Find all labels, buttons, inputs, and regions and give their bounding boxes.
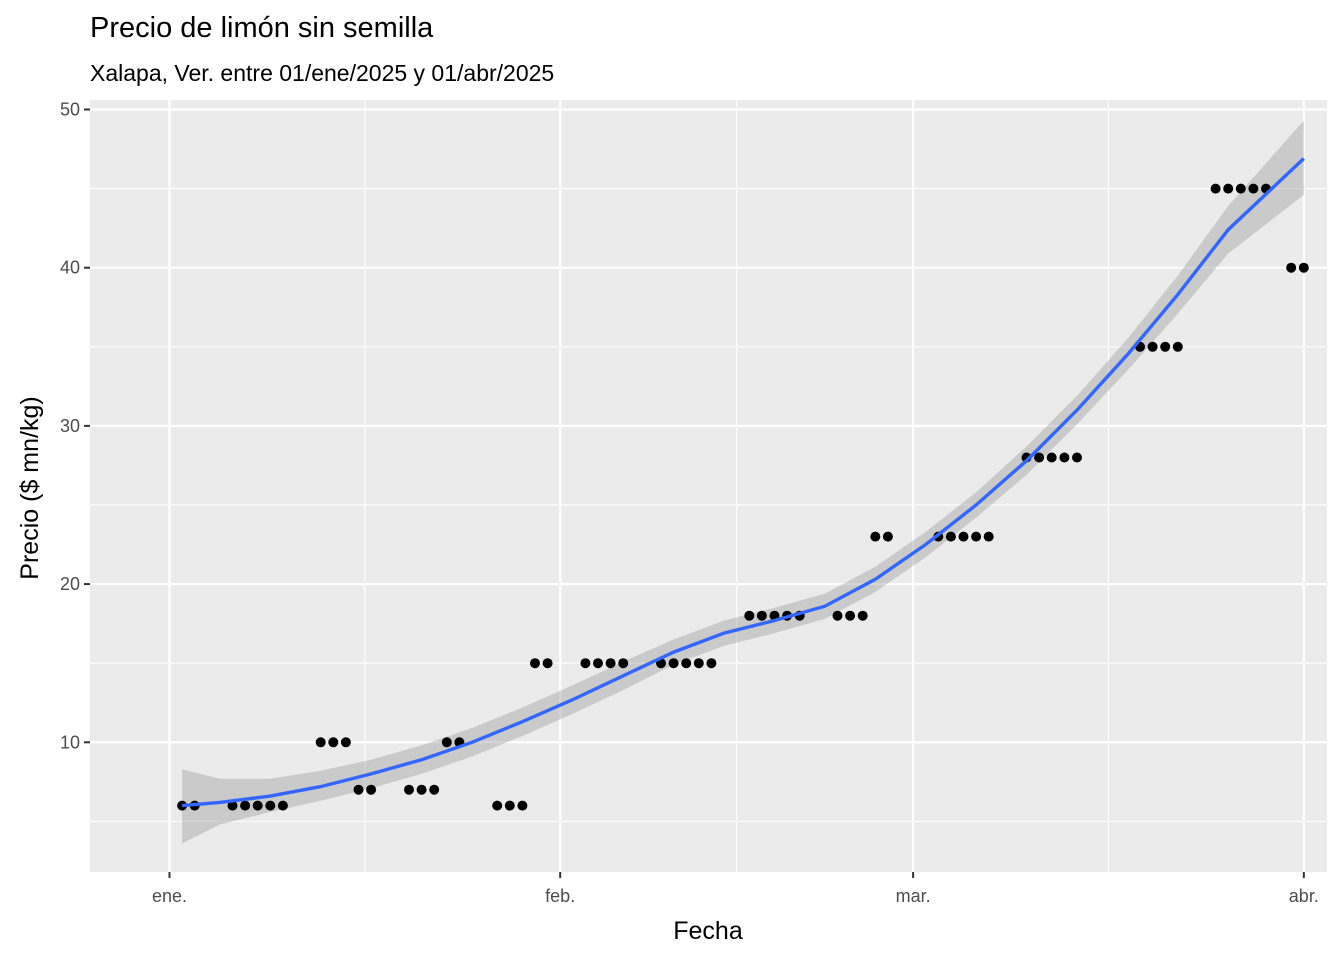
data-point <box>340 737 351 748</box>
data-point <box>429 784 440 795</box>
data-point <box>315 737 326 748</box>
data-point <box>1210 183 1221 194</box>
data-point <box>1059 452 1070 463</box>
data-point <box>416 784 427 795</box>
y-tick-label: 20 <box>60 574 80 594</box>
data-point <box>693 658 704 669</box>
data-point <box>668 658 679 669</box>
data-point <box>756 610 767 621</box>
data-point <box>404 784 414 795</box>
x-tick-label: ene. <box>152 886 187 906</box>
data-point <box>1034 452 1045 463</box>
x-tick-label: mar. <box>896 886 931 906</box>
data-point <box>618 658 629 669</box>
data-point <box>517 800 528 811</box>
data-point <box>265 800 276 811</box>
chart-title: Precio de limón sin semilla <box>90 12 434 44</box>
data-point <box>277 800 288 811</box>
y-tick-label: 30 <box>60 416 80 436</box>
data-point <box>1248 183 1259 194</box>
data-point <box>681 658 692 669</box>
x-axis: ene. feb. mar. abr. <box>152 872 1319 906</box>
data-point <box>1147 341 1158 352</box>
data-point <box>1298 262 1309 273</box>
data-points <box>177 183 1309 811</box>
data-point <box>353 784 364 795</box>
data-point <box>227 800 238 811</box>
data-point <box>1286 262 1297 273</box>
y-tick-label: 50 <box>60 99 80 119</box>
data-point <box>744 610 755 621</box>
data-point <box>328 737 339 748</box>
y-tick-label: 40 <box>60 258 80 278</box>
smooth-line <box>181 157 1305 808</box>
data-point <box>1223 183 1234 194</box>
data-point <box>580 658 591 669</box>
x-axis-label: Fecha <box>673 917 743 945</box>
chart-subtitle: Xalapa, Ver. entre 01/ene/2025 y 01/abr/… <box>90 60 555 86</box>
y-tick-label: 10 <box>60 732 80 752</box>
data-point <box>366 784 377 795</box>
plot-panel <box>90 100 1327 872</box>
data-point <box>240 800 251 811</box>
data-point <box>1235 183 1246 194</box>
data-point <box>1072 452 1082 463</box>
data-point <box>945 531 956 542</box>
data-point <box>504 800 515 811</box>
data-point <box>593 658 603 669</box>
data-point <box>252 800 263 811</box>
data-point <box>542 658 553 669</box>
y-axis: 10 20 30 40 50 <box>60 99 90 752</box>
x-tick-label: feb. <box>545 886 575 906</box>
data-point <box>492 800 503 811</box>
data-point <box>706 658 717 669</box>
x-tick-label: abr. <box>1289 886 1319 906</box>
data-point <box>983 531 994 542</box>
data-point <box>441 737 452 748</box>
data-point <box>832 610 843 621</box>
data-point <box>971 531 982 542</box>
grid-major <box>90 100 1327 872</box>
data-point <box>882 531 893 542</box>
data-point <box>958 531 969 542</box>
data-point <box>857 610 868 621</box>
data-point <box>530 658 540 669</box>
data-point <box>845 610 856 621</box>
y-axis-label: Precio ($ mn/kg) <box>16 396 44 579</box>
data-point <box>1160 341 1171 352</box>
data-point <box>605 658 616 669</box>
data-point <box>1172 341 1183 352</box>
data-point <box>870 531 881 542</box>
data-point <box>1046 452 1057 463</box>
